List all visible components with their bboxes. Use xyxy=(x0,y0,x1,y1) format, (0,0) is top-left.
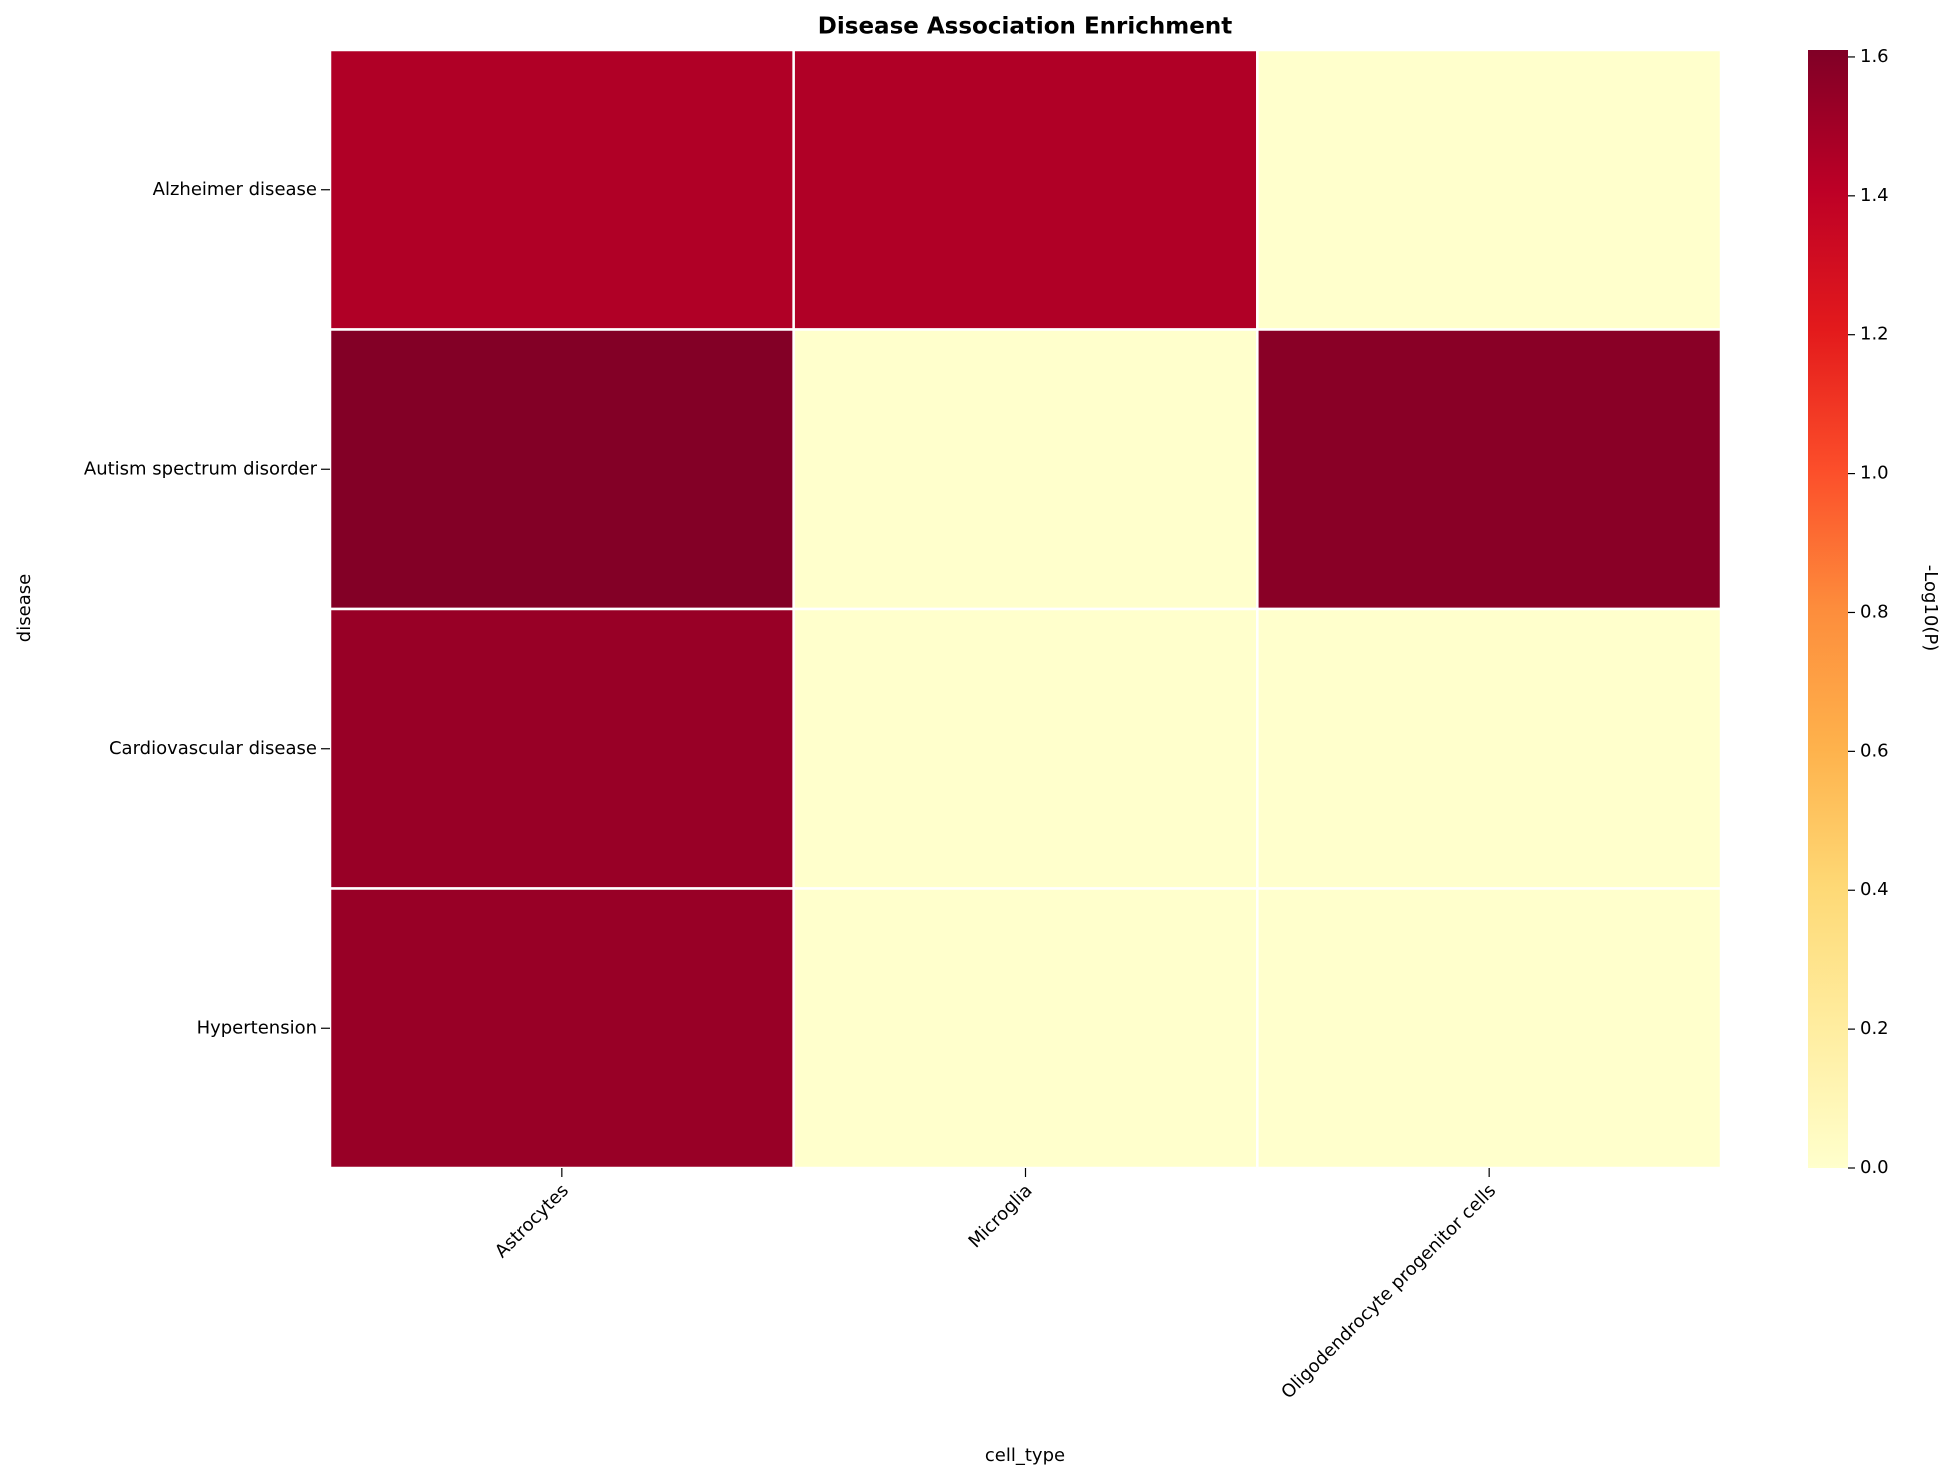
colorbar-tick-label: 0.2 xyxy=(1860,1018,1889,1039)
colorbar-tick-label: 1.0 xyxy=(1860,463,1889,484)
x-tick-label: Astrocytes xyxy=(491,1180,573,1262)
heatmap-cell xyxy=(328,48,795,331)
colorbar-tick-label: 0.0 xyxy=(1860,1157,1889,1178)
x-tick-label: Microglia xyxy=(965,1180,1037,1252)
colorbar-label: -Log10(P) xyxy=(1920,565,1941,651)
colorbar-tick-label: 0.8 xyxy=(1860,601,1889,622)
colorbar-tick-label: 0.4 xyxy=(1860,879,1889,900)
heatmap-cell xyxy=(792,887,1259,1170)
colorbar-tick-label: 1.6 xyxy=(1860,46,1889,67)
heatmap-cell xyxy=(328,887,795,1170)
colorbar xyxy=(1808,50,1848,1168)
y-tick-label: Alzheimer disease xyxy=(153,179,317,200)
heatmap-cell xyxy=(328,328,795,611)
y-tick-label: Hypertension xyxy=(197,1017,317,1038)
y-tick-label: Autism spectrum disorder xyxy=(84,458,318,479)
heatmap-cell xyxy=(1256,887,1723,1170)
heatmap-cell xyxy=(1256,607,1723,890)
heatmap-cell xyxy=(792,48,1259,331)
heatmap-cell xyxy=(1256,328,1723,611)
chart-title: Disease Association Enrichment xyxy=(818,14,1232,40)
y-axis-label: disease xyxy=(14,574,35,642)
y-tick-label: Cardiovascular disease xyxy=(109,738,317,759)
colorbar-tick-label: 1.2 xyxy=(1860,324,1889,345)
heatmap-cell xyxy=(792,328,1259,611)
x-axis-label: cell_type xyxy=(985,1445,1065,1466)
colorbar-tick-label: 0.6 xyxy=(1860,740,1889,761)
heatmap-cell xyxy=(1256,48,1723,331)
colorbar-tick-label: 1.4 xyxy=(1860,185,1889,206)
heatmap-cell xyxy=(792,607,1259,890)
x-tick-label: Oligodendrocyte progenitor cells xyxy=(1277,1180,1500,1403)
heatmap-cell xyxy=(328,607,795,890)
